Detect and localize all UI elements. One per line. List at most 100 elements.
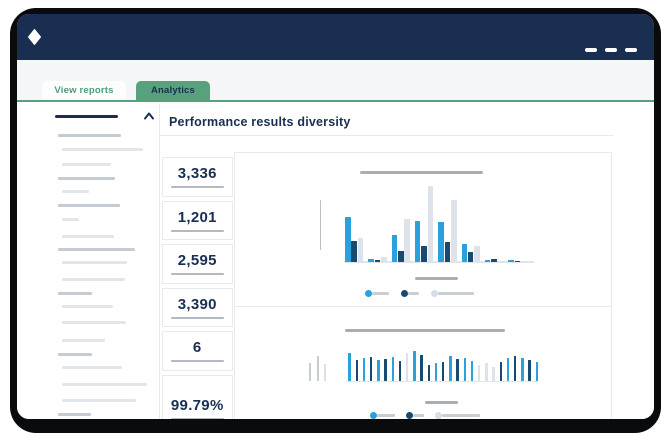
- window-titlebar: [17, 14, 654, 60]
- chart1-xlabel-placeholder: [415, 277, 458, 280]
- chart2-bar-blue: [362, 358, 366, 382]
- chart2-bar-blue: [463, 358, 467, 382]
- menu-dash: [605, 48, 617, 52]
- chart2-bar-navy: [528, 360, 531, 382]
- stat-value: 3,336: [177, 165, 217, 182]
- chart2-axis-bar: [316, 356, 319, 381]
- chart2-bar-blue: [434, 363, 438, 382]
- legend-dot: [431, 290, 438, 297]
- legend-dot: [406, 411, 413, 419]
- stat-value: 1,201: [177, 208, 217, 226]
- sidebar-divider: [159, 104, 160, 419]
- legend-dot: [435, 411, 442, 419]
- legend-line-placeholder: [372, 292, 389, 295]
- chart2-bar-navy: [441, 362, 445, 382]
- legend-line-placeholder: [377, 414, 395, 417]
- chart1-bar-pale: [381, 257, 387, 262]
- sidebar-skeleton-line: [58, 248, 135, 251]
- chart1-bar-navy: [351, 241, 357, 262]
- chart1-bar-pale: [404, 219, 410, 262]
- sidebar-skeleton-line: [62, 366, 122, 369]
- chart2-xlabel-placeholder: [425, 401, 458, 404]
- chart2-bar-blue: [391, 357, 395, 382]
- chart1-bar-blue: [438, 222, 444, 262]
- sidebar-skeleton-line: [58, 353, 92, 356]
- sidebar-skeleton-line: [58, 292, 92, 295]
- chart2-bar-pale: [485, 363, 488, 382]
- chart1-bar-blue: [391, 235, 398, 262]
- stat-value: 99.79%: [170, 396, 224, 414]
- chart2-bar-navy: [398, 361, 402, 382]
- window: View reports Analytics Performance resul…: [17, 14, 654, 419]
- chart1-yaxis-line: [319, 200, 321, 250]
- chart1-bar-navy: [421, 246, 427, 262]
- chart1-bar-blue: [484, 260, 491, 262]
- chart1-bar-pale: [474, 246, 480, 262]
- chart2-bar-blue: [470, 361, 474, 382]
- chart2-bar-blue: [449, 356, 452, 382]
- chart2-title-placeholder: [345, 329, 505, 332]
- title-divider: [160, 135, 613, 136]
- chart1-bar-pale: [427, 186, 434, 262]
- stat-cell: 3,336: [161, 157, 233, 197]
- menu-dash: [625, 48, 637, 52]
- sidebar-skeleton-line: [62, 218, 79, 221]
- chart2-axis-bar: [323, 364, 327, 381]
- stat-value: 3,390: [177, 295, 217, 313]
- stat-cell: 6: [161, 331, 233, 371]
- stat-underline: [170, 229, 224, 232]
- legend-line-placeholder: [413, 414, 424, 417]
- sidebar-skeleton-line: [58, 177, 115, 180]
- page-title: Performance results diversity: [169, 115, 351, 129]
- chart2-bar-navy: [420, 355, 423, 382]
- legend-line-placeholder: [442, 414, 480, 417]
- legend-dot: [365, 290, 372, 297]
- sidebar-skeleton-line: [62, 383, 147, 386]
- chart1-bar-pale: [451, 200, 457, 262]
- chart1-bar-blue: [414, 221, 421, 262]
- chart-card-top: [233, 152, 612, 307]
- sidebar-skeleton-line: [58, 134, 121, 137]
- chart2-axis-bar: [309, 363, 312, 381]
- stat-cell: 1,201: [161, 200, 233, 240]
- chart2-bar-navy: [384, 359, 387, 382]
- legend-line-placeholder: [408, 292, 419, 295]
- sidebar-heading-placeholder: [55, 115, 118, 118]
- stat-value: 2,595: [177, 252, 217, 269]
- chart1-bar-blue: [368, 258, 374, 262]
- sidebar-skeleton-line: [62, 261, 127, 264]
- sidebar-skeleton-line: [62, 190, 89, 193]
- sidebar-skeleton-line: [58, 204, 120, 207]
- tab-view-reports[interactable]: View reports: [42, 81, 126, 100]
- tab-analytics[interactable]: Analytics: [136, 81, 210, 100]
- sidebar-skeleton-line: [62, 278, 125, 281]
- tabs-underline: [17, 100, 654, 102]
- stat-value: 6: [192, 339, 202, 356]
- stat-cell: 3,390: [161, 287, 233, 327]
- chart2-baseline: [347, 380, 538, 383]
- chart2-bar-blue: [413, 351, 416, 382]
- sidebar-skeleton-line: [62, 148, 143, 151]
- chart2-bar-navy: [513, 356, 517, 382]
- chart1-bar-blue: [461, 244, 468, 262]
- chart2-bar-navy: [499, 362, 503, 382]
- stat-underline: [170, 417, 224, 419]
- sidebar-skeleton-line: [62, 235, 114, 238]
- chart2-bar-blue: [521, 358, 524, 382]
- chart1-bar-navy: [398, 251, 404, 262]
- stat-cell: 2,595: [161, 244, 233, 284]
- stat-underline: [170, 316, 224, 319]
- chart1-bar-pale: [520, 261, 527, 262]
- legend-dot: [401, 290, 408, 297]
- window-canvas: View reports Analytics Performance resul…: [17, 14, 654, 419]
- chart1-title-placeholder: [360, 171, 483, 174]
- chart1-bar-pale: [357, 238, 364, 262]
- menu-dash: [585, 48, 597, 52]
- chart2-bar-navy: [456, 359, 459, 382]
- stat-cell: 99.79%: [161, 374, 233, 419]
- chart1-bar-navy: [467, 252, 474, 262]
- sidebar-skeleton-line: [62, 321, 126, 324]
- chevron-up-icon[interactable]: [143, 111, 155, 121]
- sidebar-skeleton-line: [62, 339, 105, 342]
- legend-dot: [370, 411, 377, 419]
